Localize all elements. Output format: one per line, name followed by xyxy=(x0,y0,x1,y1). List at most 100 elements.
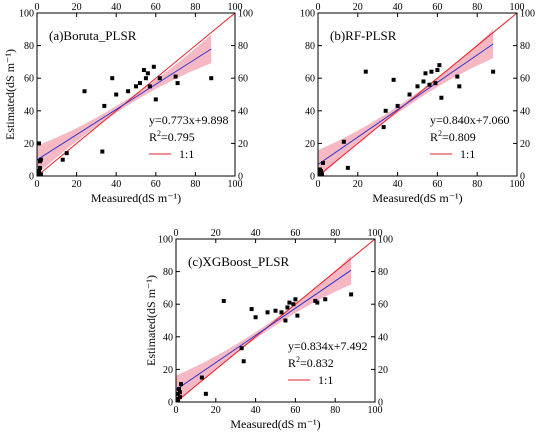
legend-label: 1:1 xyxy=(179,147,194,161)
y-tick-label: 80 xyxy=(163,267,173,278)
regression-line xyxy=(318,43,494,165)
legend-label: 1:1 xyxy=(460,147,475,161)
data-point xyxy=(110,76,115,81)
x-tick-label: 80 xyxy=(330,405,340,416)
y-tick-label: 100 xyxy=(158,235,173,246)
data-point xyxy=(345,165,350,170)
y-tick-label: 0 xyxy=(29,172,34,183)
data-point xyxy=(176,398,180,402)
data-point xyxy=(293,297,298,302)
plot-area xyxy=(176,239,375,402)
x-axis-title: Measured(dS m⁻¹) xyxy=(230,417,320,431)
y-tick-label: 100 xyxy=(19,9,34,20)
y-tick-label-right: 0 xyxy=(238,172,243,183)
r2-text: R2=0.832 xyxy=(288,355,334,370)
data-point xyxy=(291,302,296,307)
data-point xyxy=(60,157,65,162)
data-point xyxy=(100,149,105,154)
y-tick-label: 20 xyxy=(163,365,173,376)
data-point xyxy=(437,63,442,68)
data-point xyxy=(349,292,354,297)
plot-frame xyxy=(175,238,376,403)
x-tick-label-top: 40 xyxy=(111,2,121,13)
data-point xyxy=(137,81,142,86)
r2-value: =0.809 xyxy=(442,130,476,144)
data-point xyxy=(457,84,462,89)
x-tick-label-top: 20 xyxy=(211,228,221,239)
data-point xyxy=(153,97,158,102)
data-point xyxy=(145,71,150,76)
data-point xyxy=(320,160,325,165)
x-tick-label: 100 xyxy=(510,179,525,190)
plot-area xyxy=(318,13,517,176)
x-tick-label: 20 xyxy=(72,179,82,190)
x-tick-label: 100 xyxy=(368,405,383,416)
r2-symbol: R xyxy=(288,356,296,370)
data-point xyxy=(318,170,322,175)
regression-line xyxy=(176,269,352,391)
data-point xyxy=(221,298,226,303)
data-point xyxy=(423,71,428,76)
y-tick-label-right: 60 xyxy=(238,74,248,85)
x-tick-label-top: 80 xyxy=(472,2,482,13)
data-point xyxy=(37,165,42,170)
y-tick-label: 100 xyxy=(300,9,315,20)
data-point xyxy=(407,92,412,97)
y-axis-title: Estimated(dS m⁻¹) xyxy=(3,49,17,140)
y-axis-title: Estimated(dS m⁻¹) xyxy=(144,275,158,366)
x-tick-label: 80 xyxy=(190,179,200,190)
y-tick-label: 40 xyxy=(305,106,315,117)
plot-frame xyxy=(317,12,518,177)
y-tick-label: 20 xyxy=(305,139,315,150)
data-point xyxy=(175,81,180,86)
x-tick-label: 100 xyxy=(228,179,243,190)
r2-text: R2=0.809 xyxy=(430,129,476,144)
data-point xyxy=(102,103,107,108)
x-tick-label: 0 xyxy=(316,179,321,190)
y-tick-label: 40 xyxy=(24,106,34,117)
data-point xyxy=(143,76,148,81)
r2-exponent: 2 xyxy=(157,129,161,138)
confidence-band xyxy=(176,255,352,402)
data-point xyxy=(391,77,396,82)
data-point xyxy=(429,69,434,74)
y-tick-label-right: 100 xyxy=(238,9,253,20)
x-tick-label-top: 100 xyxy=(368,228,383,239)
y-tick-label-right: 100 xyxy=(520,9,535,20)
data-point xyxy=(239,346,244,351)
data-point xyxy=(134,84,138,89)
data-point xyxy=(395,103,400,108)
data-point xyxy=(287,300,292,305)
r2-value: =0.832 xyxy=(300,356,334,370)
data-point xyxy=(178,382,183,387)
data-point xyxy=(265,310,270,315)
r2-text: R2=0.795 xyxy=(149,129,195,144)
data-point xyxy=(323,297,328,302)
x-axis-title: Measured(dS m⁻¹) xyxy=(372,191,462,205)
x-tick-label: 60 xyxy=(432,179,442,190)
y-tick-label-right: 40 xyxy=(520,106,530,117)
data-point xyxy=(341,139,346,144)
x-tick-label-top: 40 xyxy=(393,2,403,13)
plot-frame xyxy=(36,12,236,177)
y-tick-label: 40 xyxy=(163,332,173,343)
identity-line xyxy=(318,13,517,176)
data-point xyxy=(82,89,87,94)
data-point xyxy=(147,84,152,89)
y-tick-label-right: 80 xyxy=(378,267,388,278)
y-tick-label-right: 60 xyxy=(520,74,530,85)
data-point xyxy=(491,69,496,74)
x-tick-label-top: 100 xyxy=(228,2,243,13)
x-tick-label-top: 60 xyxy=(151,2,161,13)
data-point xyxy=(114,92,119,97)
x-tick-label: 0 xyxy=(174,405,179,416)
y-tick-label: 0 xyxy=(168,398,173,409)
data-point xyxy=(151,64,156,69)
y-tick-label-right: 80 xyxy=(520,41,530,52)
data-point xyxy=(439,95,444,100)
data-point xyxy=(38,172,43,176)
data-point xyxy=(415,84,420,89)
y-tick-label: 80 xyxy=(24,41,34,52)
y-tick-label-right: 100 xyxy=(378,235,393,246)
